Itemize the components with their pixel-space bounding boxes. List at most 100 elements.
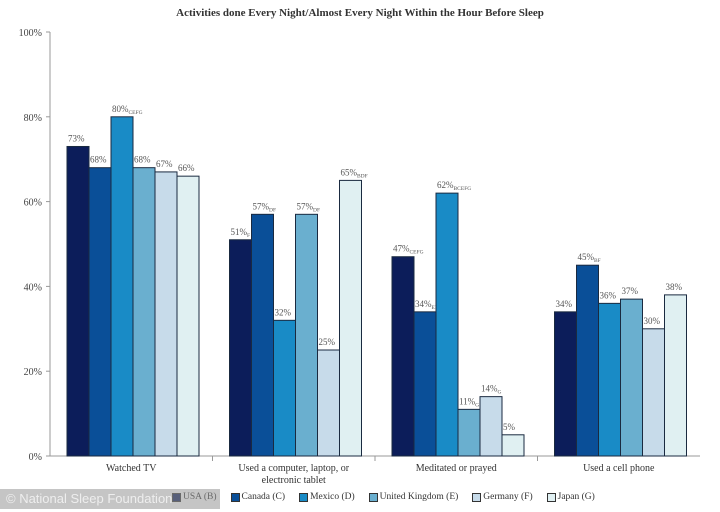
bar xyxy=(620,298,643,457)
legend-swatch xyxy=(546,492,556,502)
data-label: 62%BCEFG xyxy=(437,180,471,192)
bar xyxy=(339,179,362,457)
data-label-sub: CEFG xyxy=(410,250,424,256)
data-label-value: 30% xyxy=(644,316,661,326)
y-tick-label: 20% xyxy=(24,367,42,378)
bar xyxy=(391,256,415,457)
data-label: 5% xyxy=(503,422,516,432)
data-label-value: 47% xyxy=(393,244,410,254)
data-label: 37% xyxy=(622,286,639,296)
watermark: © National Sleep Foundation xyxy=(0,489,220,509)
x-tick-label: Meditated or prayed xyxy=(416,463,497,474)
data-label-value: 38% xyxy=(666,282,683,292)
data-label: 67% xyxy=(156,159,173,169)
legend-item: Mexico (D) xyxy=(299,492,355,502)
bar xyxy=(598,302,621,457)
bar xyxy=(457,408,481,457)
data-label: 65%BDF xyxy=(341,167,368,179)
x-tick-label: Used a cell phone xyxy=(583,463,655,474)
data-label-value: 34% xyxy=(415,299,432,309)
bar xyxy=(110,116,134,457)
bar xyxy=(479,396,503,457)
bar xyxy=(229,239,252,457)
bar xyxy=(413,311,437,457)
data-label-sub: BCEFG xyxy=(454,186,472,192)
data-label-value: 57% xyxy=(297,201,314,211)
data-label-value: 34% xyxy=(556,299,573,309)
data-label-value: 68% xyxy=(90,155,107,165)
legend-swatch xyxy=(299,492,309,502)
data-label-value: 37% xyxy=(622,286,639,296)
data-label: 36% xyxy=(600,290,617,300)
data-label: 68% xyxy=(134,155,151,165)
data-label-value: 5% xyxy=(503,422,516,432)
legend-item: Germany (F) xyxy=(472,492,533,502)
bar xyxy=(66,145,90,457)
bar xyxy=(295,213,318,457)
bar xyxy=(88,167,112,457)
x-tick-label: Used a computer, laptop, or electronic ta… xyxy=(238,463,349,486)
bar xyxy=(554,311,577,457)
data-label-sub: BDF xyxy=(357,173,368,179)
data-label-value: 57% xyxy=(253,201,270,211)
bar xyxy=(576,264,599,457)
data-label-sub: G xyxy=(475,402,479,408)
data-label: 32% xyxy=(275,307,292,317)
data-label: 38% xyxy=(666,282,683,292)
data-label-sub: BF xyxy=(594,258,601,264)
data-label: 68% xyxy=(90,155,107,165)
data-label: 57%DF xyxy=(297,201,321,213)
data-label: 57%DF xyxy=(253,201,277,213)
data-label-value: 67% xyxy=(156,159,173,169)
y-tick-label: 0% xyxy=(29,452,42,463)
legend-label: Canada (C) xyxy=(241,492,286,502)
data-label: 80%CEFG xyxy=(112,104,143,116)
bar xyxy=(664,294,687,457)
data-label-value: 51% xyxy=(231,227,248,237)
x-tick-label: Watched TV xyxy=(106,463,157,474)
bar xyxy=(176,175,200,457)
data-label-value: 11% xyxy=(459,396,476,406)
data-label: 25% xyxy=(319,337,336,347)
legend-item: Japan (G) xyxy=(546,492,595,502)
legend-label: Japan (G) xyxy=(557,492,595,502)
bar xyxy=(435,192,459,457)
data-label-value: 14% xyxy=(481,384,498,394)
x-label-line: electronic tablet xyxy=(262,475,326,486)
data-label-value: 32% xyxy=(275,307,292,317)
data-label-sub: F xyxy=(247,233,250,239)
chart-title: Activities done Every Night/Almost Every… xyxy=(176,7,544,19)
data-label-sub: G xyxy=(498,390,502,396)
data-label-value: 73% xyxy=(68,133,85,143)
legend-item: Canada (C) xyxy=(230,492,286,502)
bar xyxy=(154,171,178,457)
data-label-value: 65% xyxy=(341,167,358,177)
bar xyxy=(317,349,340,457)
data-label-value: 36% xyxy=(600,290,617,300)
data-label-sub: CEFG xyxy=(129,110,143,116)
data-label-value: 66% xyxy=(178,163,195,173)
data-label: 73% xyxy=(68,133,85,143)
legend-swatch xyxy=(230,492,240,502)
data-label-sub: DF xyxy=(269,207,276,213)
data-label: 66% xyxy=(178,163,195,173)
data-label-value: 68% xyxy=(134,155,151,165)
legend-label: Germany (F) xyxy=(483,492,533,502)
data-label: 14%G xyxy=(481,384,502,396)
data-label-value: 45% xyxy=(578,252,595,262)
data-label: 47%CEFG xyxy=(393,244,424,256)
legend-label: Mexico (D) xyxy=(310,492,355,502)
legend-item: United Kingdom (E) xyxy=(368,492,458,502)
bar xyxy=(642,328,665,457)
bar xyxy=(132,167,156,457)
data-label-value: 62% xyxy=(437,180,454,190)
data-label-value: 25% xyxy=(319,337,336,347)
bar xyxy=(501,434,525,457)
x-label-line: Used a computer, laptop, or xyxy=(238,463,349,474)
y-tick-label: 60% xyxy=(24,198,42,209)
legend: USA (B)Canada (C)Mexico (D)United Kingdo… xyxy=(172,492,595,502)
data-label: 45%BF xyxy=(578,252,601,264)
bar xyxy=(273,319,296,457)
data-label-sub: DF xyxy=(313,207,320,213)
